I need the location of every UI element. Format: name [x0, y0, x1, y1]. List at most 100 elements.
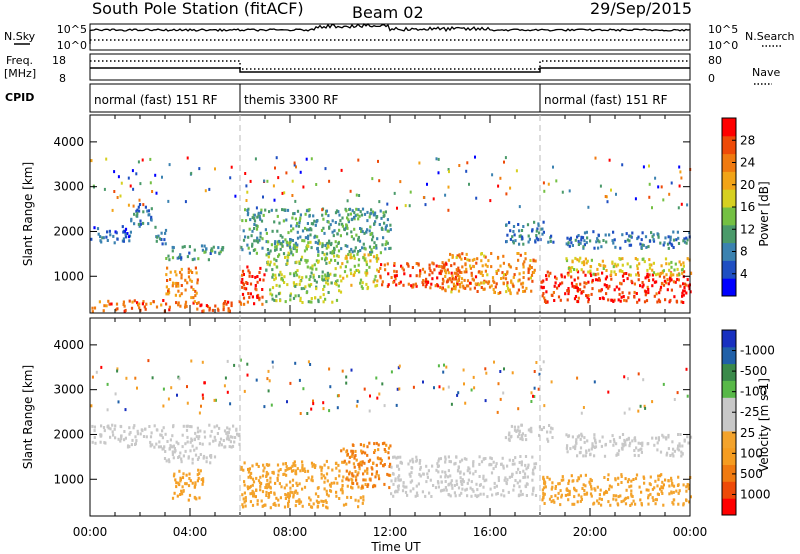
scatter-point	[359, 249, 362, 252]
scatter-point	[598, 493, 601, 497]
scatter-point	[161, 429, 164, 433]
scatter-point	[363, 253, 366, 257]
scatter-point	[530, 289, 533, 293]
scatter-point	[661, 492, 664, 495]
scatter-point	[682, 261, 685, 265]
scatter-point	[667, 246, 670, 250]
scatter-point	[594, 488, 597, 492]
scatter-point	[667, 447, 670, 451]
scatter-point	[386, 241, 389, 245]
scatter-point	[253, 213, 256, 217]
scatter-point	[587, 294, 590, 297]
scatter-point	[249, 218, 252, 222]
scatter-point	[180, 292, 183, 296]
scatter-point	[652, 278, 655, 282]
scatter-point	[273, 262, 276, 266]
scatter-point	[528, 237, 531, 241]
scatter-point	[559, 503, 562, 507]
scatter-point	[180, 460, 183, 464]
scatter-point	[190, 171, 193, 175]
scatter-point	[396, 455, 400, 459]
scatter-point	[639, 242, 642, 246]
scatter-point	[410, 471, 413, 475]
scatter-point	[584, 273, 587, 277]
scatter-point	[618, 257, 621, 260]
scatter-point	[328, 261, 331, 265]
scatter-point	[272, 184, 275, 188]
scatter-point	[637, 409, 640, 413]
scatter-point	[357, 208, 360, 212]
scatter-point	[308, 228, 311, 232]
scatter-point	[637, 454, 640, 458]
scatter-point	[586, 439, 589, 443]
scatter-point	[609, 503, 612, 507]
scatter-point	[267, 389, 270, 393]
scatter-point	[469, 264, 472, 268]
scatter-point	[134, 443, 137, 446]
scatter-point	[587, 205, 590, 209]
scatter-point	[169, 438, 172, 442]
scatter-point	[181, 476, 185, 480]
scatter-point	[647, 291, 650, 295]
scatter-point	[560, 273, 563, 277]
scatter-point	[327, 214, 330, 218]
scatter-point	[576, 286, 579, 290]
scatter-point	[627, 496, 630, 500]
scatter-point	[568, 493, 571, 496]
scatter-point	[505, 192, 508, 196]
scatter-point	[211, 249, 214, 253]
scatter-point	[312, 275, 315, 279]
scatter-point	[499, 176, 502, 180]
scatter-point	[291, 484, 294, 488]
colorbar-frame	[721, 329, 737, 516]
scatter-point	[444, 275, 447, 278]
scatter-point	[386, 202, 389, 206]
scatter-point	[538, 433, 541, 437]
scatter-point	[187, 267, 190, 271]
scatter-point	[493, 360, 495, 364]
scatter-point	[569, 236, 572, 240]
scatter-point	[284, 462, 287, 465]
scatter-point	[189, 440, 192, 444]
scatter-point	[149, 302, 152, 306]
scatter-point	[336, 406, 339, 410]
scatter-point	[168, 308, 171, 312]
scatter-point	[141, 158, 144, 162]
scatter-point	[678, 273, 681, 277]
scatter-point	[151, 190, 154, 193]
scatter-point	[676, 267, 679, 271]
scatter-point	[387, 473, 390, 477]
scatter-point	[409, 474, 412, 478]
scatter-point	[242, 505, 245, 509]
scatter-point	[662, 243, 665, 247]
scatter-point	[357, 463, 360, 466]
scatter-point	[626, 238, 629, 242]
scatter-point	[145, 302, 148, 306]
scatter-point	[652, 261, 655, 265]
scatter-point	[363, 231, 366, 235]
scatter-point	[582, 406, 585, 409]
scatter-point	[267, 240, 270, 244]
scatter-point	[437, 171, 440, 175]
scatter-point	[287, 231, 290, 235]
freq-trace	[90, 67, 690, 73]
scatter-point	[337, 255, 340, 259]
scatter-point	[503, 494, 506, 498]
scatter-point	[657, 478, 660, 482]
scatter-point	[187, 484, 191, 488]
noise-panel	[89, 23, 691, 51]
scatter-point	[323, 231, 326, 235]
scatter-point	[466, 279, 470, 283]
scatter-point	[230, 301, 233, 305]
scatter-point	[528, 267, 531, 271]
scatter-point	[518, 234, 521, 238]
scatter-point	[624, 239, 627, 243]
scatter-point	[376, 215, 379, 218]
scatter-point	[180, 256, 183, 260]
scatter-point	[162, 404, 165, 408]
scatter-point	[365, 263, 368, 267]
scatter-point	[484, 399, 487, 403]
scatter-point	[373, 241, 376, 245]
scatter-point	[468, 258, 471, 262]
